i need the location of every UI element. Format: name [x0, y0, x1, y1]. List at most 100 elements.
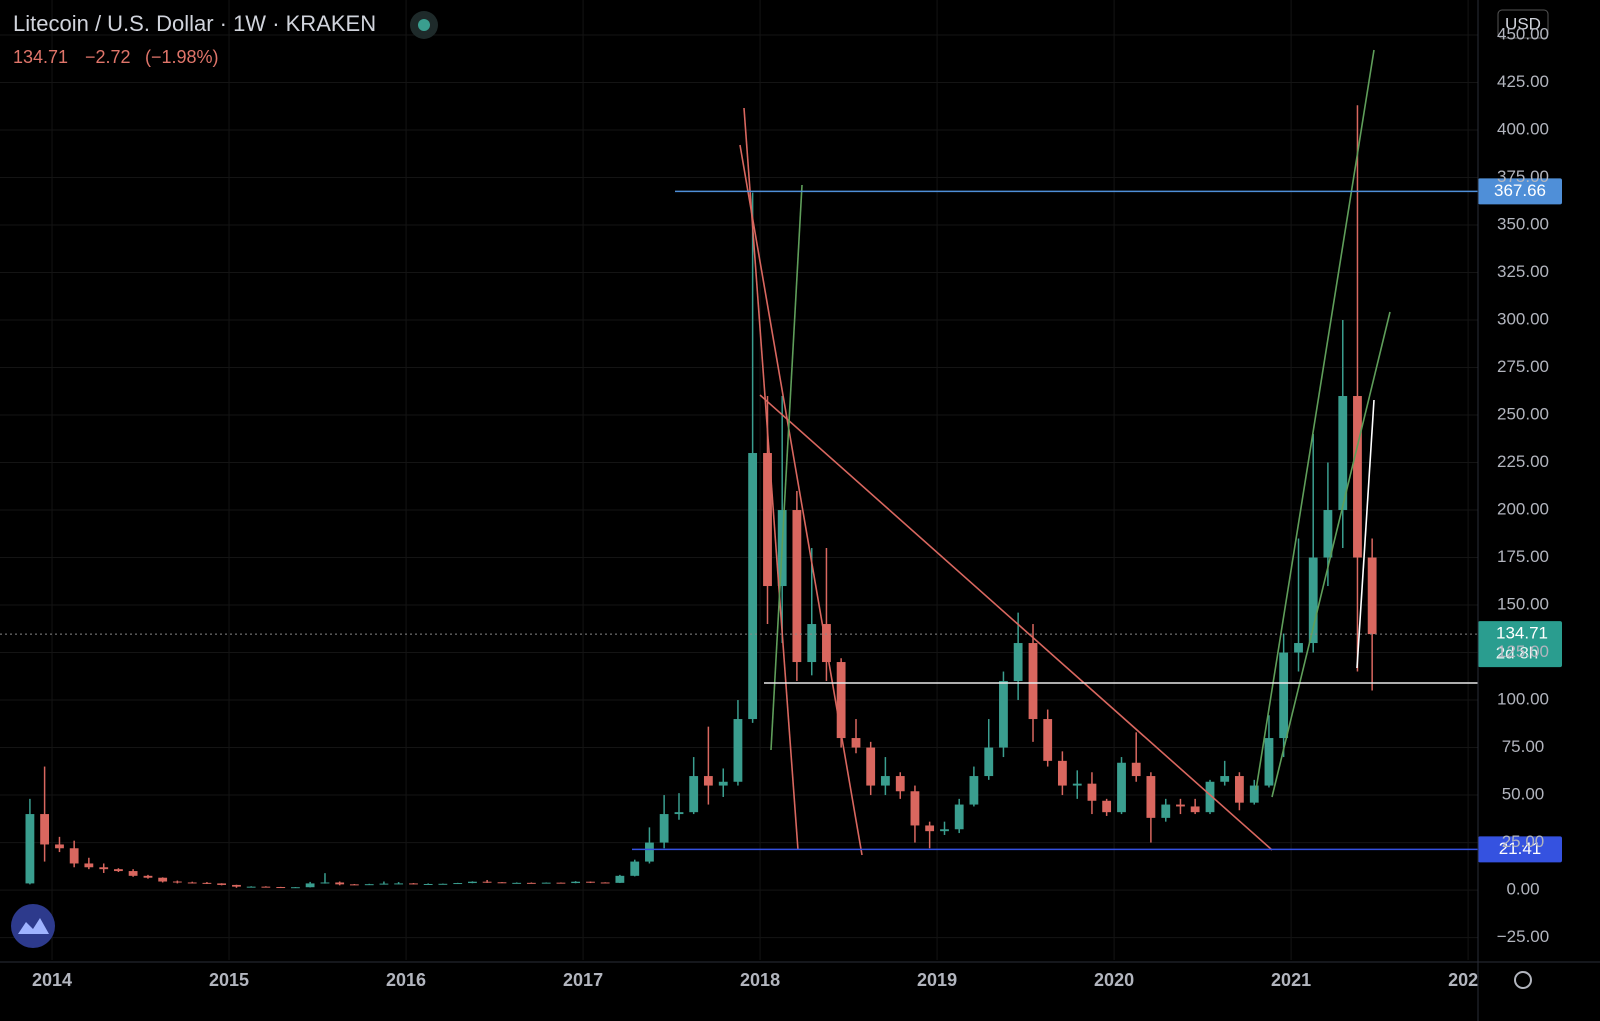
candle-body — [1028, 643, 1038, 720]
candle-body — [999, 681, 1008, 748]
x-axis: 2014 2015 2016 2017 2018 2019 2020 2021 2022 — [32, 970, 1478, 990]
candle-body — [718, 781, 728, 786]
candle-body — [1072, 783, 1082, 786]
candle-body — [482, 881, 492, 883]
candle-body — [615, 875, 625, 883]
last-price-box — [1478, 621, 1562, 668]
candle-body — [1220, 776, 1230, 782]
candle-body — [1353, 396, 1362, 558]
x-tick-label: 2017 — [563, 970, 603, 990]
candle-body — [1294, 643, 1303, 653]
currency-label[interactable]: USD — [1505, 14, 1541, 33]
candle-body — [645, 842, 654, 862]
candle-body — [1338, 396, 1348, 511]
y-tick-label: −25.00 — [1497, 927, 1549, 946]
candle-body — [1323, 510, 1333, 558]
y-tick-label: 75.00 — [1502, 737, 1545, 756]
x-tick-label: 2016 — [386, 970, 426, 990]
price-label: 367.66 — [1494, 181, 1546, 200]
last-price-label: 134.71 — [1496, 624, 1548, 643]
x-tick-label: 2015 — [209, 970, 249, 990]
status-dot — [418, 19, 430, 31]
candle-body — [1117, 762, 1126, 813]
candle-body — [438, 883, 448, 885]
price-label: 21.41 — [1499, 839, 1542, 858]
y-tick-label: 100.00 — [1497, 690, 1549, 709]
candle-body — [291, 887, 300, 889]
candle-body — [40, 814, 50, 845]
candle-body — [1367, 557, 1377, 635]
x-tick-label: 2021 — [1271, 970, 1311, 990]
currency-button[interactable] — [1497, 9, 1549, 39]
candle-body — [114, 869, 123, 872]
candle-body — [69, 848, 79, 864]
candle-body — [202, 882, 212, 884]
candle-body — [526, 882, 536, 884]
candle-body — [143, 875, 153, 878]
price-label-box — [1478, 178, 1562, 205]
candle-body — [659, 814, 669, 843]
countdown-label: 2d 8h — [1496, 644, 1539, 663]
candle-body — [261, 886, 271, 888]
candle-body — [1161, 804, 1171, 818]
y-tick-label: 450.00 — [1497, 24, 1549, 43]
candle-body — [910, 791, 920, 826]
candle-body — [305, 883, 315, 888]
y-tick-label: 325.00 — [1497, 262, 1549, 281]
y-tick-label: 50.00 — [1502, 785, 1545, 804]
candle-body — [954, 804, 964, 830]
candle-body — [1102, 800, 1112, 813]
candle-body — [84, 863, 94, 868]
candle-body — [320, 882, 330, 884]
candle-body — [55, 844, 64, 849]
x-tick-label: 2019 — [917, 970, 957, 990]
candle-body — [349, 884, 359, 886]
candle-body — [379, 883, 389, 885]
y-tick-label: 375.00 — [1497, 167, 1549, 186]
y-tick-label: 350.00 — [1497, 214, 1549, 233]
candle-body — [866, 747, 876, 786]
candle-body — [807, 624, 817, 663]
candle-body — [1279, 652, 1289, 739]
candle-body — [880, 776, 890, 786]
candle-body — [925, 825, 935, 832]
candle-body — [1131, 762, 1141, 777]
candle-body — [586, 881, 595, 883]
y-tick-label: 225.00 — [1497, 452, 1549, 471]
candle-body — [276, 887, 286, 889]
candle-body — [895, 776, 905, 792]
candle-body — [556, 882, 566, 884]
candle-body — [128, 871, 138, 876]
candle-body — [335, 882, 345, 885]
candle-body — [158, 877, 168, 882]
candle-body — [763, 453, 772, 587]
price-label-box — [1478, 836, 1562, 863]
y-tick-label: 125.00 — [1497, 642, 1549, 661]
y-tick-label: 150.00 — [1497, 595, 1549, 614]
y-tick-label: 0.00 — [1506, 880, 1539, 899]
candle-body — [1190, 806, 1200, 813]
candle-body — [1205, 781, 1215, 813]
y-tick-label: 25.00 — [1502, 832, 1545, 851]
candle-body — [1057, 760, 1067, 786]
candle-body — [364, 884, 374, 886]
candle-body — [940, 829, 949, 832]
y-tick-label: 200.00 — [1497, 500, 1549, 519]
logo[interactable] — [11, 904, 55, 948]
candle-body — [1087, 783, 1097, 801]
candle-body — [748, 453, 758, 720]
candle-body — [851, 738, 861, 748]
y-tick-label: 250.00 — [1497, 404, 1549, 423]
x-tick-label: 2020 — [1094, 970, 1134, 990]
candle-body — [394, 883, 404, 885]
candle-body — [969, 776, 979, 805]
settings-button[interactable] — [1514, 971, 1532, 989]
candle-body — [409, 883, 418, 885]
symbol-title: Litecoin / U.S. Dollar · 1W · KRAKEN — [13, 11, 376, 36]
trend-lines — [739, 49, 1478, 856]
candle-body — [733, 719, 743, 782]
candle-body — [984, 747, 994, 777]
y-tick-label: 175.00 — [1497, 547, 1549, 566]
